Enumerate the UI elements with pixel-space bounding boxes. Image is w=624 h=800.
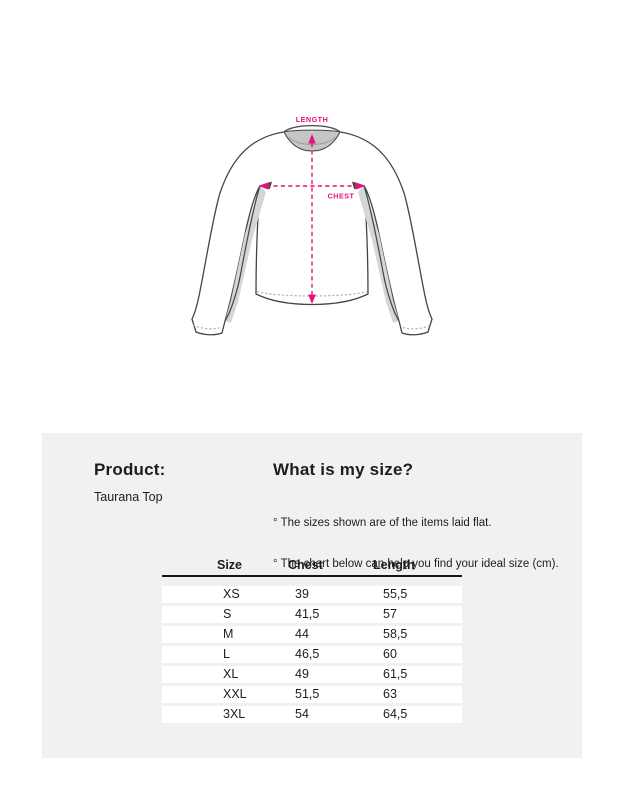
product-heading: Product: bbox=[94, 460, 166, 479]
left-inner-seam bbox=[224, 185, 261, 322]
table-cell: M bbox=[223, 627, 234, 641]
length-arrow-down bbox=[308, 294, 316, 304]
shirt-outline bbox=[191, 124, 433, 336]
table-row: XS 39 55,5 bbox=[162, 586, 462, 603]
table-cell: 44 bbox=[295, 627, 309, 641]
table-cell: 54 bbox=[295, 707, 309, 721]
table-cell: 46,5 bbox=[295, 647, 320, 661]
table-cell: 58,5 bbox=[383, 627, 408, 641]
table-cell: 61,5 bbox=[383, 667, 408, 681]
table-cell: XS bbox=[223, 587, 240, 601]
size-notes: ° The sizes shown are of the items laid … bbox=[273, 490, 559, 599]
table-cell: 51,5 bbox=[295, 687, 320, 701]
size-table-rows: XS 39 55,5 S 41,5 57 M 44 58,5 L 46,5 60 XL 49 61,5 XXL… bbox=[162, 586, 462, 726]
table-cell: 64,5 bbox=[383, 707, 408, 721]
table-row: 3XL 54 64,5 bbox=[162, 706, 462, 723]
right-sleeve-shadow bbox=[358, 186, 399, 323]
table-cell: 41,5 bbox=[295, 607, 320, 621]
table-row: S 41,5 57 bbox=[162, 606, 462, 623]
right-cuff-stitch bbox=[402, 324, 432, 330]
column-header-length: Length bbox=[373, 558, 415, 572]
length-measure-label: LENGTH bbox=[296, 115, 329, 124]
length-arrow-up bbox=[308, 134, 316, 144]
garment-diagram: LENGTH CHEST bbox=[191, 115, 433, 336]
table-row: XXL 51,5 63 bbox=[162, 686, 462, 703]
table-row: XL 49 61,5 bbox=[162, 666, 462, 683]
size-question-heading: What is my size? bbox=[273, 460, 414, 479]
table-cell: 39 bbox=[295, 587, 309, 601]
size-note-line: ° The sizes shown are of the items laid … bbox=[273, 517, 492, 530]
chest-measure-label: CHEST bbox=[328, 192, 355, 201]
table-cell: 60 bbox=[383, 647, 397, 661]
column-header-size: Size bbox=[217, 558, 243, 572]
table-cell: 55,5 bbox=[383, 587, 408, 601]
table-cell: 49 bbox=[295, 667, 309, 681]
table-row: L 46,5 60 bbox=[162, 646, 462, 663]
right-inner-seam bbox=[363, 185, 400, 322]
table-cell: S bbox=[223, 607, 232, 621]
chest-arrow-right bbox=[355, 182, 365, 190]
table-cell: L bbox=[223, 647, 230, 661]
table-cell: XXL bbox=[223, 687, 247, 701]
table-cell: XL bbox=[223, 667, 239, 681]
table-row: M 44 58,5 bbox=[162, 626, 462, 643]
table-cell: 57 bbox=[383, 607, 397, 621]
size-note-line: ° The chart below can help you find your… bbox=[273, 557, 559, 570]
column-header-chest: Chest bbox=[288, 558, 323, 572]
table-cell: 63 bbox=[383, 687, 397, 701]
left-cuff-stitch bbox=[192, 324, 222, 330]
left-sleeve-shadow bbox=[225, 186, 266, 323]
table-header-rule bbox=[162, 575, 462, 577]
chest-arrow-left bbox=[259, 182, 269, 190]
table-cell: 3XL bbox=[223, 707, 246, 721]
product-name: Taurana Top bbox=[94, 490, 163, 504]
